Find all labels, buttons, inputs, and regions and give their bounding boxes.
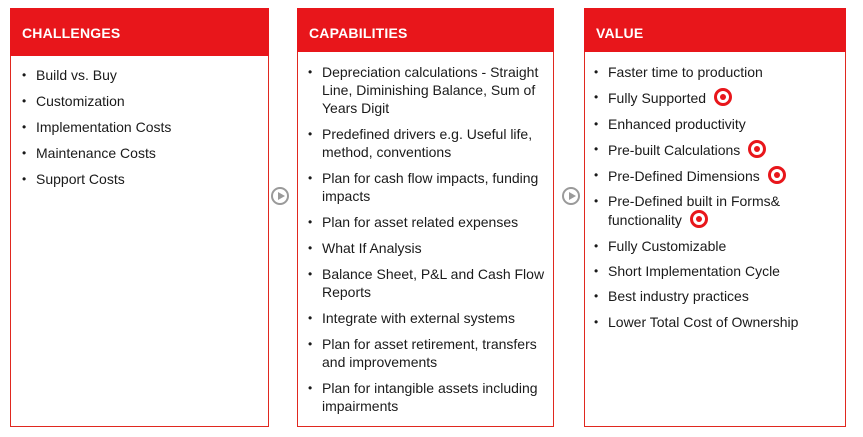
bullet-icon: • <box>594 141 599 156</box>
bullet-icon: • <box>308 311 313 325</box>
list-item-text: Maintenance Costs <box>36 145 156 161</box>
bullet-icon: • <box>594 168 599 183</box>
value-list: • Faster time to production • Fully Support… <box>594 63 844 338</box>
capabilities-panel <box>297 48 554 427</box>
bullet-icon: • <box>594 90 599 105</box>
bullet-icon: • <box>594 314 599 329</box>
list-item: • Pre-Defined built in Forms& functionali… <box>594 192 844 229</box>
list-item: • Lower Total Cost of Ownership <box>594 313 844 331</box>
list-item: • Fully Supported <box>594 88 844 107</box>
play-circle-icon <box>271 187 289 205</box>
bullet-icon: • <box>308 267 313 281</box>
bullet-icon: • <box>22 94 27 108</box>
list-item: • Plan for asset related expenses <box>308 213 552 231</box>
list-item: • Support Costs <box>22 170 262 188</box>
bullet-icon: • <box>594 264 599 279</box>
list-item-text: Plan for cash flow impacts, funding impa… <box>322 170 539 204</box>
bullet-icon: • <box>308 241 313 255</box>
list-item: • Plan for intangible assets including im… <box>308 379 552 415</box>
list-item: • Pre-built Calculations <box>594 139 844 159</box>
bullet-icon: • <box>308 381 313 395</box>
list-item: • Build vs. Buy <box>22 66 262 84</box>
capabilities-header: CAPABILITIES <box>297 8 554 52</box>
list-item-text: Build vs. Buy <box>36 67 117 83</box>
bullet-icon: • <box>594 289 599 304</box>
list-item: • Short Implementation Cycle <box>594 262 844 280</box>
list-item-text: Support Costs <box>36 171 125 187</box>
list-item-text: Fully Supported <box>608 90 707 107</box>
value-panel <box>584 50 846 427</box>
list-item-text: Plan for intangible assets including imp… <box>322 380 538 414</box>
bullet-icon: • <box>594 238 599 253</box>
bullet-icon: • <box>308 337 313 351</box>
list-item: • Faster time to production <box>594 63 844 81</box>
list-item-text: Integrate with external systems <box>322 310 515 326</box>
list-item-text: Fully Customizable <box>608 237 727 254</box>
challenges-panel <box>10 55 269 427</box>
list-item: • Fully Customizable <box>594 237 844 255</box>
list-item: • Predefined drivers e.g. Useful life, me… <box>308 125 552 161</box>
value-header: VALUE <box>584 8 846 52</box>
list-item: • Customization <box>22 92 262 110</box>
list-item: • Best industry practices <box>594 287 844 305</box>
list-item: • What If Analysis <box>308 239 552 257</box>
list-item-text: Balance Sheet, P&L and Cash Flow Reports <box>322 266 545 300</box>
list-item: • Depreciation calculations - Straight Li… <box>308 63 552 117</box>
bullet-icon: • <box>22 68 27 82</box>
challenges-list: • Build vs. Buy • Customization • Implementat… <box>22 66 262 196</box>
list-item-text: Depreciation calculations - Straight Lin… <box>322 64 539 116</box>
list-item: • Pre-Defined Dimensions <box>594 166 844 185</box>
list-item: • Implementation Costs <box>22 118 262 136</box>
target-icon <box>767 166 786 185</box>
list-item-text: Plan for asset retirement, transfers and… <box>322 336 537 370</box>
target-icon <box>714 88 733 107</box>
target-icon <box>748 139 767 158</box>
list-item-text: Predefined drivers e.g. Useful life, met… <box>322 126 533 160</box>
list-item: • Integrate with external systems <box>308 309 552 327</box>
list-item: • Plan for asset retirement, transfers an… <box>308 335 552 371</box>
list-item-text: Plan for asset related expenses <box>322 214 519 230</box>
bullet-icon: • <box>22 146 27 160</box>
play-circle-icon <box>562 187 580 205</box>
list-item-text: Pre-Defined built in Forms& functionalit… <box>608 193 780 229</box>
target-icon <box>689 210 708 229</box>
list-item-text: Best industry practices <box>608 288 749 305</box>
bullet-icon: • <box>22 172 27 186</box>
bullet-icon: • <box>594 194 599 209</box>
list-item-text: Lower Total Cost of Ownership <box>608 313 799 330</box>
bullet-icon: • <box>308 215 313 229</box>
list-item-text: Implementation Costs <box>36 119 172 135</box>
bullet-icon: • <box>594 65 599 79</box>
list-item-text: What If Analysis <box>322 240 422 256</box>
list-item: • Balance Sheet, P&L and Cash Flow Report… <box>308 265 552 301</box>
bullet-icon: • <box>308 127 313 141</box>
bullet-icon: • <box>308 65 313 79</box>
list-item-text: Customization <box>36 93 125 109</box>
list-item-text: Pre-built Calculations <box>608 141 741 158</box>
list-item-text: Enhanced productivity <box>608 115 746 132</box>
list-item: • Maintenance Costs <box>22 144 262 162</box>
list-item-text: Short Implementation Cycle <box>608 263 780 280</box>
bullet-icon: • <box>308 171 313 185</box>
list-item: • Plan for cash flow impacts, funding imp… <box>308 169 552 205</box>
bullet-icon: • <box>594 116 599 131</box>
list-item-text: Faster time to production <box>608 64 763 80</box>
list-item-text: Pre-Defined Dimensions <box>608 168 760 185</box>
challenges-header: CHALLENGES <box>10 8 269 56</box>
bullet-icon: • <box>22 120 27 134</box>
capabilities-list: • Depreciation calculations - Straight Li… <box>308 63 552 423</box>
list-item: • Enhanced productivity <box>594 115 844 133</box>
